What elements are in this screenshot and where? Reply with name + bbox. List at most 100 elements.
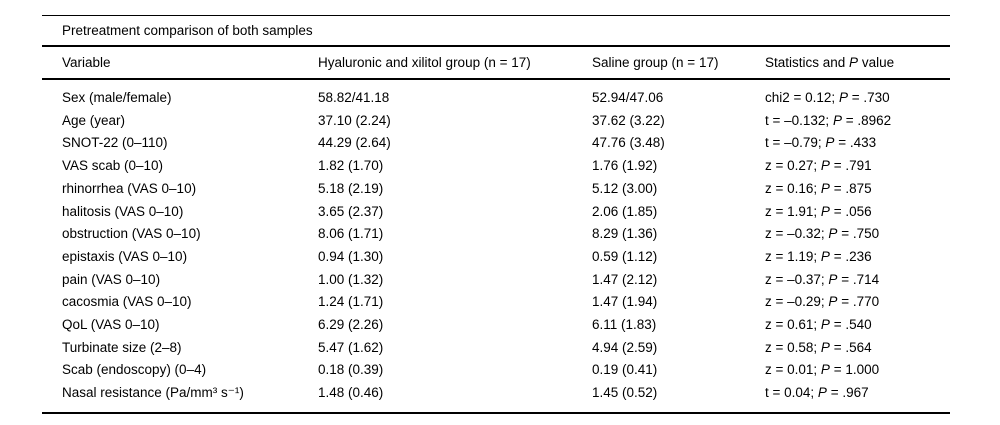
group2-value-cell: 8.29 (1.36) <box>592 226 658 242</box>
data-table: Variable Hyaluronic and xilitol group (n… <box>42 47 950 414</box>
column-header-variable: Variable <box>42 47 318 80</box>
statistics-cell: z = –0.29; P = .770 <box>765 291 950 314</box>
stat-value: t = 0.04; <box>765 385 818 401</box>
p-value: = .791 <box>829 158 872 174</box>
group2-value-cell: 37.62 (3.22) <box>592 112 665 128</box>
p-label: P <box>820 362 830 378</box>
stat-value: z = 0.27; <box>765 158 821 174</box>
group2-value-cell: 1.47 (2.12) <box>592 271 658 287</box>
table-row: cacosmia (VAS 0–10) 1.24 (1.71) 1.47 (1.… <box>42 291 950 314</box>
stat-value: t = –0.79; <box>765 135 826 151</box>
stat-value: z = 0.01; <box>765 362 821 378</box>
statistics-cell: z = –0.37; P = .714 <box>765 269 950 292</box>
table-title: Pretreatment comparison of both samples <box>42 15 950 47</box>
p-label: P <box>820 248 830 264</box>
statistics-cell: chi2 = 0.12; P = .730 <box>765 79 950 110</box>
p-value: = .750 <box>837 226 880 242</box>
statistics-cell: z = 0.27; P = .791 <box>765 155 950 178</box>
group2-value-cell: 1.45 (0.52) <box>592 385 658 401</box>
group1-value-cell: 0.18 (0.39) <box>318 362 384 378</box>
p-label: P <box>820 339 830 355</box>
table-row: Turbinate size (2–8) 5.47 (1.62) 4.94 (2… <box>42 337 950 360</box>
statistics-cell: z = 0.61; P = .540 <box>765 314 950 337</box>
group2-value-cell: 1.76 (1.92) <box>592 158 658 174</box>
variable-cell: Nasal resistance (Pa/mm³ s⁻¹) <box>62 385 244 401</box>
stat-value: z = 0.58; <box>765 339 821 355</box>
group2-value-cell: 0.59 (1.12) <box>592 248 658 264</box>
table-row: rhinorrhea (VAS 0–10) 5.18 (2.19) 5.12 (… <box>42 178 950 201</box>
table-row: Nasal resistance (Pa/mm³ s⁻¹) 1.48 (0.46… <box>42 382 950 413</box>
variable-cell: VAS scab (0–10) <box>62 158 164 174</box>
header-row: Variable Hyaluronic and xilitol group (n… <box>42 47 950 80</box>
pretreatment-comparison-table: Pretreatment comparison of both samples … <box>42 15 950 414</box>
variable-cell: cacosmia (VAS 0–10) <box>62 294 192 310</box>
p-value: = .056 <box>829 203 872 219</box>
group1-value-cell: 1.00 (1.32) <box>318 271 384 287</box>
group2-value-cell: 6.11 (1.83) <box>592 317 657 333</box>
group2-value-cell: 0.19 (0.41) <box>592 362 658 378</box>
variable-cell: QoL (VAS 0–10) <box>62 317 160 333</box>
p-value: = .967 <box>826 385 869 401</box>
table-row: SNOT-22 (0–110) 44.29 (2.64) 47.76 (3.48… <box>42 132 950 155</box>
p-label: P <box>820 158 830 174</box>
table-row: obstruction (VAS 0–10) 8.06 (1.71) 8.29 … <box>42 223 950 246</box>
group1-value-cell: 0.94 (1.30) <box>318 248 384 264</box>
variable-cell: rhinorrhea (VAS 0–10) <box>62 180 197 196</box>
p-label: P <box>820 317 830 333</box>
variable-cell: Scab (endoscopy) (0–4) <box>62 362 207 378</box>
group1-value-cell: 1.48 (0.46) <box>318 385 384 401</box>
group2-value-cell: 2.06 (1.85) <box>592 203 658 219</box>
stat-value: z = –0.37; <box>765 271 829 287</box>
p-label: P <box>828 226 838 242</box>
statistics-cell: z = –0.32; P = .750 <box>765 223 950 246</box>
p-value: = .714 <box>837 271 880 287</box>
group2-value-cell: 47.76 (3.48) <box>592 135 665 151</box>
p-value: = .433 <box>834 135 877 151</box>
group1-value-cell: 3.65 (2.37) <box>318 203 384 219</box>
p-label: P <box>817 385 827 401</box>
variable-cell: Age (year) <box>62 112 126 128</box>
p-value: = .8962 <box>841 112 892 128</box>
statistics-header-suffix: value <box>858 55 895 70</box>
group1-value-cell: 5.18 (2.19) <box>318 180 384 196</box>
table-row: Scab (endoscopy) (0–4) 0.18 (0.39) 0.19 … <box>42 359 950 382</box>
column-header-group2: Saline group (n = 17) <box>592 47 765 80</box>
table-row: pain (VAS 0–10) 1.00 (1.32) 1.47 (2.12) … <box>42 269 950 292</box>
table-row: VAS scab (0–10) 1.82 (1.70) 1.76 (1.92) … <box>42 155 950 178</box>
table-row: halitosis (VAS 0–10) 3.65 (2.37) 2.06 (1… <box>42 201 950 224</box>
stat-value: z = 1.91; <box>765 203 821 219</box>
group1-value-cell: 1.24 (1.71) <box>318 294 384 310</box>
variable-cell: epistaxis (VAS 0–10) <box>62 248 188 264</box>
p-value: = .540 <box>829 317 872 333</box>
p-label: P <box>828 294 838 310</box>
statistics-cell: z = 0.58; P = .564 <box>765 337 950 360</box>
table-row: Age (year) 37.10 (2.24) 37.62 (3.22) t =… <box>42 110 950 133</box>
variable-cell: halitosis (VAS 0–10) <box>62 203 184 219</box>
p-value: = .564 <box>829 339 872 355</box>
statistics-cell: t = –0.79; P = .433 <box>765 132 950 155</box>
p-value: = .875 <box>829 180 872 196</box>
statistics-header-p: P <box>849 55 859 70</box>
group2-value-cell: 52.94/47.06 <box>592 90 664 105</box>
column-header-group1: Hyaluronic and xilitol group (n = 17) <box>318 47 592 80</box>
table-row: Sex (male/female) 58.82/41.18 52.94/47.0… <box>42 79 950 110</box>
statistics-cell: z = 0.16; P = .875 <box>765 178 950 201</box>
p-value: = .236 <box>829 248 872 264</box>
group2-value-cell: 1.47 (1.94) <box>592 294 658 310</box>
stat-value: z = –0.29; <box>765 294 829 310</box>
group1-value-cell: 58.82/41.18 <box>318 90 390 105</box>
variable-cell: obstruction (VAS 0–10) <box>62 226 201 242</box>
statistics-header-prefix: Statistics and <box>765 55 850 70</box>
column-header-statistics: Statistics and P value <box>765 47 950 80</box>
p-value: = .730 <box>847 90 890 105</box>
group1-value-cell: 44.29 (2.64) <box>318 135 391 151</box>
table-row: QoL (VAS 0–10) 6.29 (2.26) 6.11 (1.83) z… <box>42 314 950 337</box>
p-value: = 1.000 <box>829 362 880 378</box>
stat-value: z = 1.19; <box>765 248 821 264</box>
group1-value-cell: 1.82 (1.70) <box>318 158 384 174</box>
p-label: P <box>838 90 848 105</box>
group2-value-cell: 5.12 (3.00) <box>592 180 658 196</box>
table-row: epistaxis (VAS 0–10) 0.94 (1.30) 0.59 (1… <box>42 246 950 269</box>
statistics-cell: t = 0.04; P = .967 <box>765 382 950 413</box>
statistics-cell: z = 0.01; P = 1.000 <box>765 359 950 382</box>
